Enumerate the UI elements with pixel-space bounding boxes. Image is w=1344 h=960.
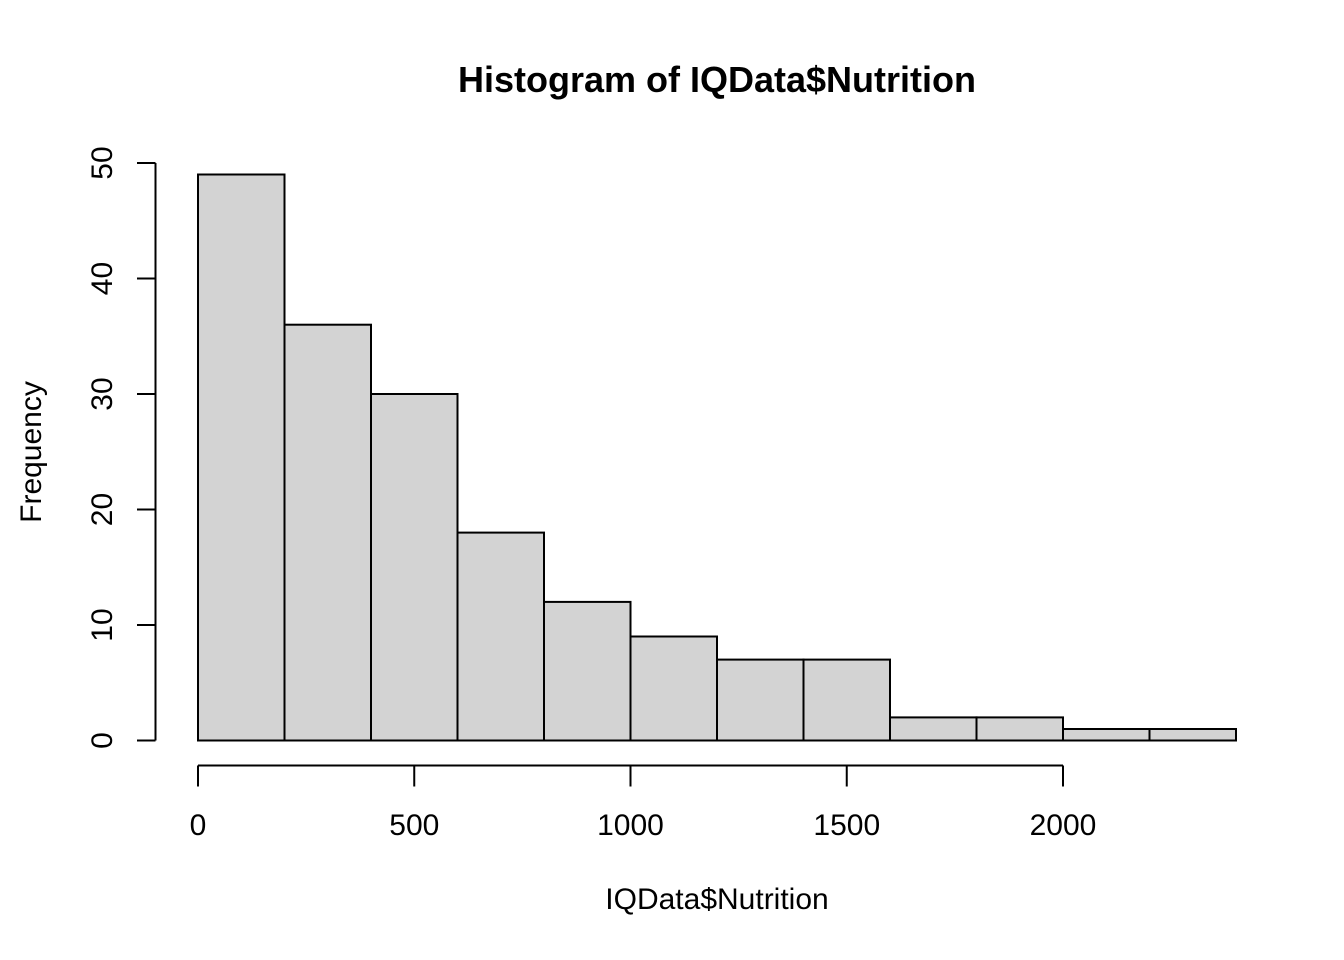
x-tick-label: 0 [190,809,207,842]
y-axis-title: Frequency [15,381,48,523]
y-tick-label: 0 [86,732,119,749]
x-tick-label: 1000 [597,809,664,842]
histogram-bar [629,635,718,742]
histogram-bar [543,600,632,742]
x-tick-label: 500 [389,809,439,842]
histogram-bar [889,716,978,742]
bars-layer [197,173,1237,742]
histogram-bar [802,658,891,742]
histogram-bar [716,658,805,742]
x-axis-title: IQData$Nutrition [605,883,828,916]
x-tick-label: 2000 [1030,809,1097,842]
y-tick-label: 50 [86,146,119,179]
y-tick-label: 40 [86,262,119,295]
y-tick-label: 30 [86,377,119,410]
chart-title: Histogram of IQData$Nutrition [458,59,976,100]
histogram-bar [283,323,372,742]
y-tick-label: 20 [86,493,119,526]
histogram-bar [456,531,545,742]
histogram-bar [975,716,1064,742]
histogram-bar [1062,728,1151,742]
y-tick-label: 10 [86,608,119,641]
histogram-bar [197,173,286,742]
x-tick-label: 1500 [813,809,880,842]
histogram-bar [1148,728,1237,742]
histogram-bar [370,393,459,742]
